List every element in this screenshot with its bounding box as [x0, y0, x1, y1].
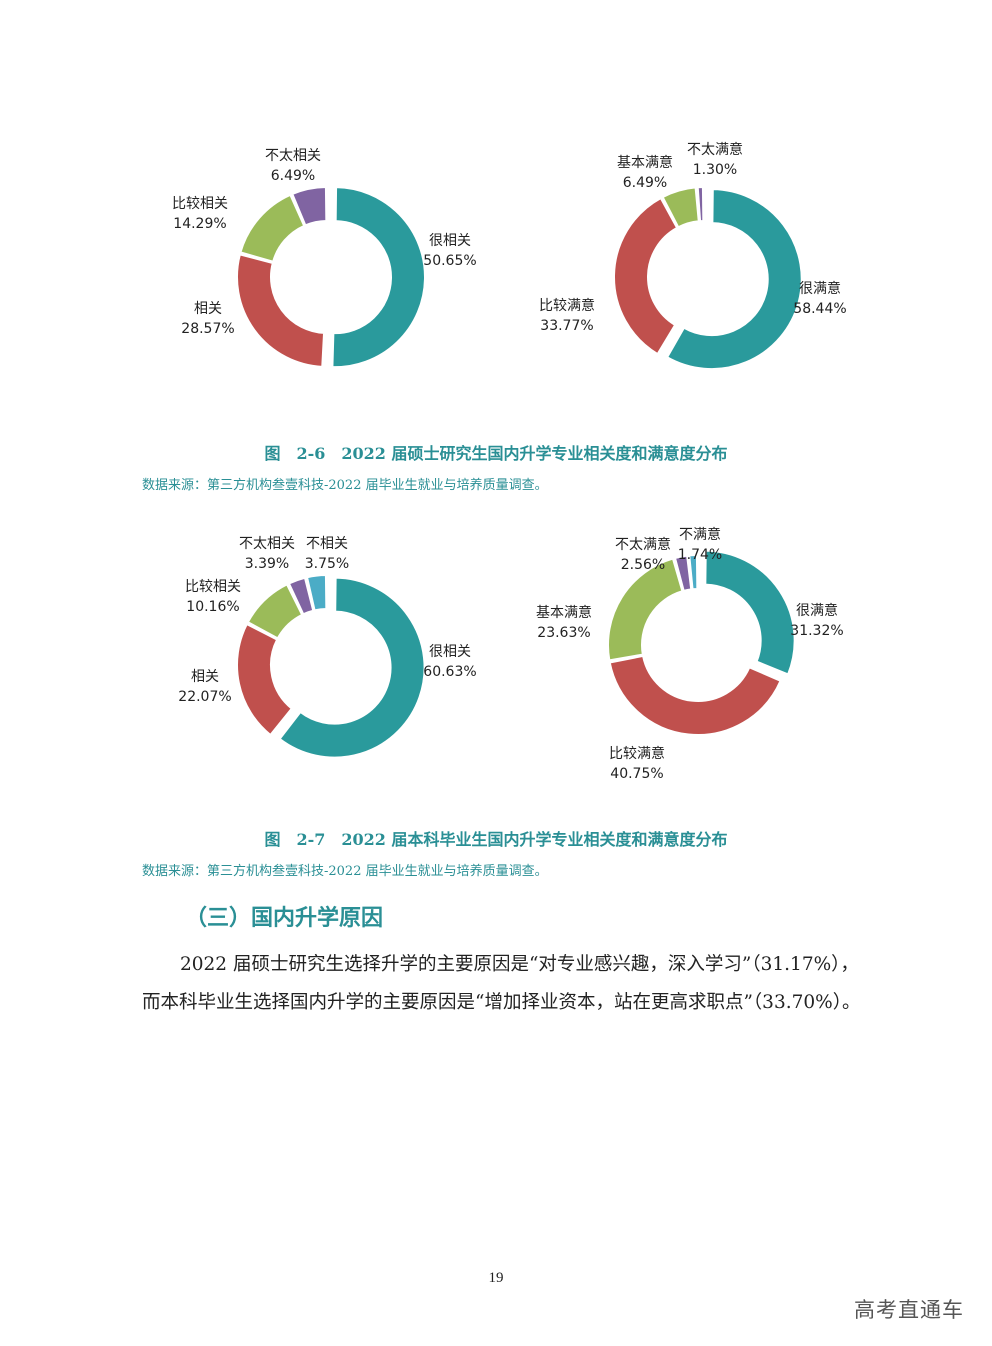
- slice-label: 很满意: [799, 280, 841, 297]
- slice-value-label: 14.29%: [173, 216, 226, 232]
- slice-value-label: 3.75%: [305, 556, 349, 572]
- donut-slice-基本满意: [661, 186, 700, 229]
- chart-2-7-satisfaction: 很满意 31.32% 比较满意 40.75% 基本满意 23.63% 不太满意 2.56% 不满…: [530, 526, 860, 788]
- slice-label: 比较相关: [172, 196, 228, 212]
- chart-2-7-relevance: 很相关 60.63% 相关 22.07% 比较相关 10.16% 不太相关 3.39% 不相关 3…: [160, 528, 490, 788]
- body-paragraph: 2022 届硕士研究生选择升学的主要原因是“对专业感兴趣，深入学习”（31.17…: [142, 954, 861, 1013]
- slice-value-label: 6.49%: [271, 168, 315, 184]
- donut-chart-svg: 很满意 31.32% 比较满意 40.75% 基本满意 23.63% 不太满意 2.56% 不满…: [536, 526, 844, 782]
- body-text: 2022 届硕士研究生选择升学的主要原因是“对专业感兴趣，深入学习”（31.17…: [142, 946, 862, 1022]
- figure-2-6-caption: 图 2-6 2022 届硕士研究生国内升学专业相关度和满意度分布: [264, 444, 728, 463]
- slice-label: 不太相关: [239, 536, 295, 552]
- donut-slice-不满意: [688, 553, 699, 591]
- slice-label: 不太满意: [687, 141, 743, 158]
- donut-slice-基本满意: [607, 557, 684, 662]
- donut-slice-相关: [236, 622, 294, 737]
- chart-2-6-satisfaction: 很满意 58.44% 比较满意 33.77% 基本满意 6.49% 不太满意 1.30%: [530, 140, 860, 400]
- slice-value-label: 6.49%: [623, 175, 667, 191]
- donut-slice-不太满意: [696, 185, 705, 223]
- slice-label: 不相关: [306, 536, 348, 552]
- donut-slice-比较相关: [246, 583, 304, 640]
- slice-label: 比较满意: [539, 297, 595, 314]
- slice-value-label: 23.63%: [537, 625, 590, 641]
- donut-slice-不太相关: [290, 185, 328, 227]
- slice-label: 比较满意: [609, 745, 665, 762]
- slice-value-label: 3.39%: [245, 556, 289, 572]
- donut-slice-很相关: [331, 186, 426, 369]
- donut-slice-比较满意: [608, 654, 782, 736]
- figure-2-7-source: 数据来源：第三方机构叁壹科技-2022 届毕业生就业与培养质量调查。: [142, 864, 548, 879]
- slice-value-label: 58.44%: [793, 301, 846, 317]
- slice-value-label: 60.63%: [423, 664, 476, 680]
- chart-2-6-relevance: 很相关 50.65% 相关 28.57% 比较相关 14.29% 不太相关 6.49%: [160, 140, 490, 400]
- donut-slice-比较满意: [613, 196, 679, 356]
- donut-chart-svg: 很相关 50.65% 相关 28.57% 比较相关 14.29% 不太相关 6.49%: [172, 148, 477, 369]
- slice-value-label: 22.07%: [178, 689, 231, 705]
- section-heading: （三）国内升学原因: [185, 906, 384, 931]
- slice-label: 相关: [191, 669, 219, 685]
- donut-chart-svg: 很相关 60.63% 相关 22.07% 比较相关 10.16% 不太相关 3.39% 不相关 3…: [178, 536, 477, 759]
- slice-label: 很相关: [429, 233, 471, 249]
- figure-2-6-source: 数据来源：第三方机构叁壹科技-2022 届毕业生就业与培养质量调查。: [142, 478, 548, 493]
- donut-chart-svg: 很满意 58.44% 比较满意 33.77% 基本满意 6.49% 不太满意 1.30%: [539, 141, 847, 371]
- slice-value-label: 31.32%: [790, 623, 843, 639]
- slice-label: 比较相关: [185, 579, 241, 595]
- slice-label: 很满意: [796, 602, 838, 619]
- donut-slice-很相关: [278, 576, 426, 759]
- donut-slice-不相关: [305, 573, 328, 612]
- slice-label: 基本满意: [617, 154, 673, 171]
- slice-label: 不满意: [679, 526, 721, 543]
- slice-value-label: 1.74%: [678, 547, 722, 563]
- donut-slice-很满意: [665, 188, 803, 371]
- figure-2-7-caption: 图 2-7 2022 届本科毕业生国内升学专业相关度和满意度分布: [264, 830, 728, 849]
- donut-slice-比较相关: [239, 193, 306, 263]
- watermark: 高考直通车: [854, 1298, 964, 1322]
- donut-slice-不太相关: [287, 576, 315, 616]
- page-number: 19: [488, 1270, 504, 1286]
- donut-slice-不太满意: [673, 554, 693, 593]
- slice-label: 相关: [194, 301, 222, 317]
- slice-value-label: 2.56%: [621, 557, 665, 573]
- slice-value-label: 40.75%: [610, 766, 663, 782]
- slice-label: 不太满意: [615, 536, 671, 553]
- slice-value-label: 33.77%: [540, 318, 593, 334]
- slice-value-label: 50.65%: [423, 253, 476, 269]
- slice-value-label: 10.16%: [186, 599, 239, 615]
- slice-value-label: 1.30%: [693, 162, 737, 178]
- donut-slice-很满意: [704, 549, 796, 676]
- slice-label: 基本满意: [536, 604, 592, 621]
- slice-label: 不太相关: [265, 148, 321, 164]
- slice-label: 很相关: [429, 644, 471, 660]
- donut-slice-相关: [236, 253, 326, 368]
- slice-value-label: 28.57%: [181, 321, 234, 337]
